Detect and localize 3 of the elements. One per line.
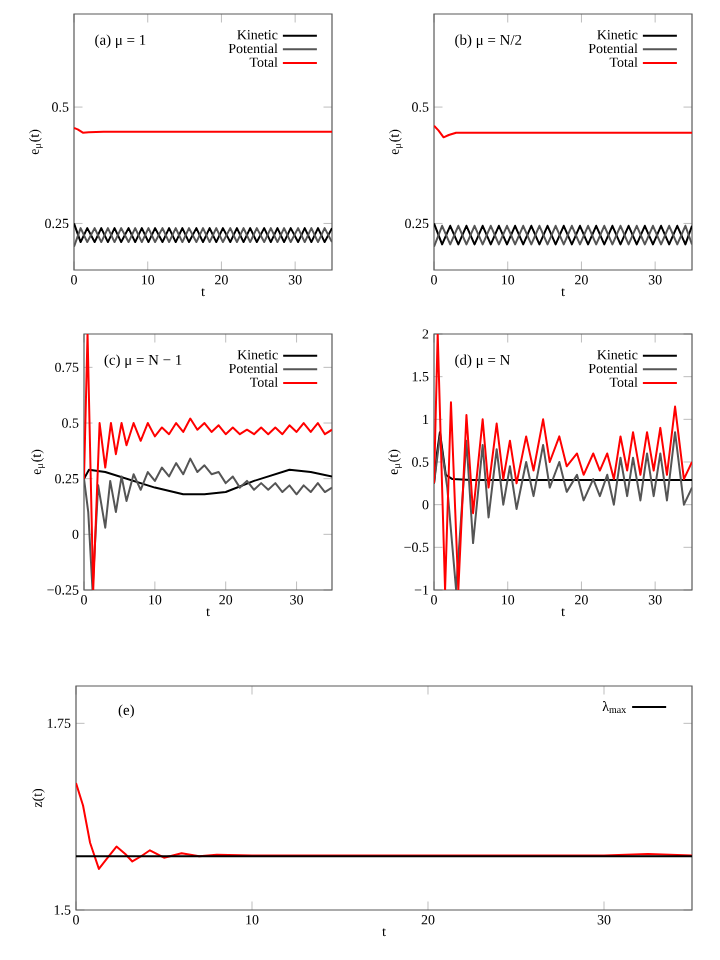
line-series <box>84 333 332 590</box>
line-series <box>434 334 693 590</box>
line-series <box>434 431 693 485</box>
